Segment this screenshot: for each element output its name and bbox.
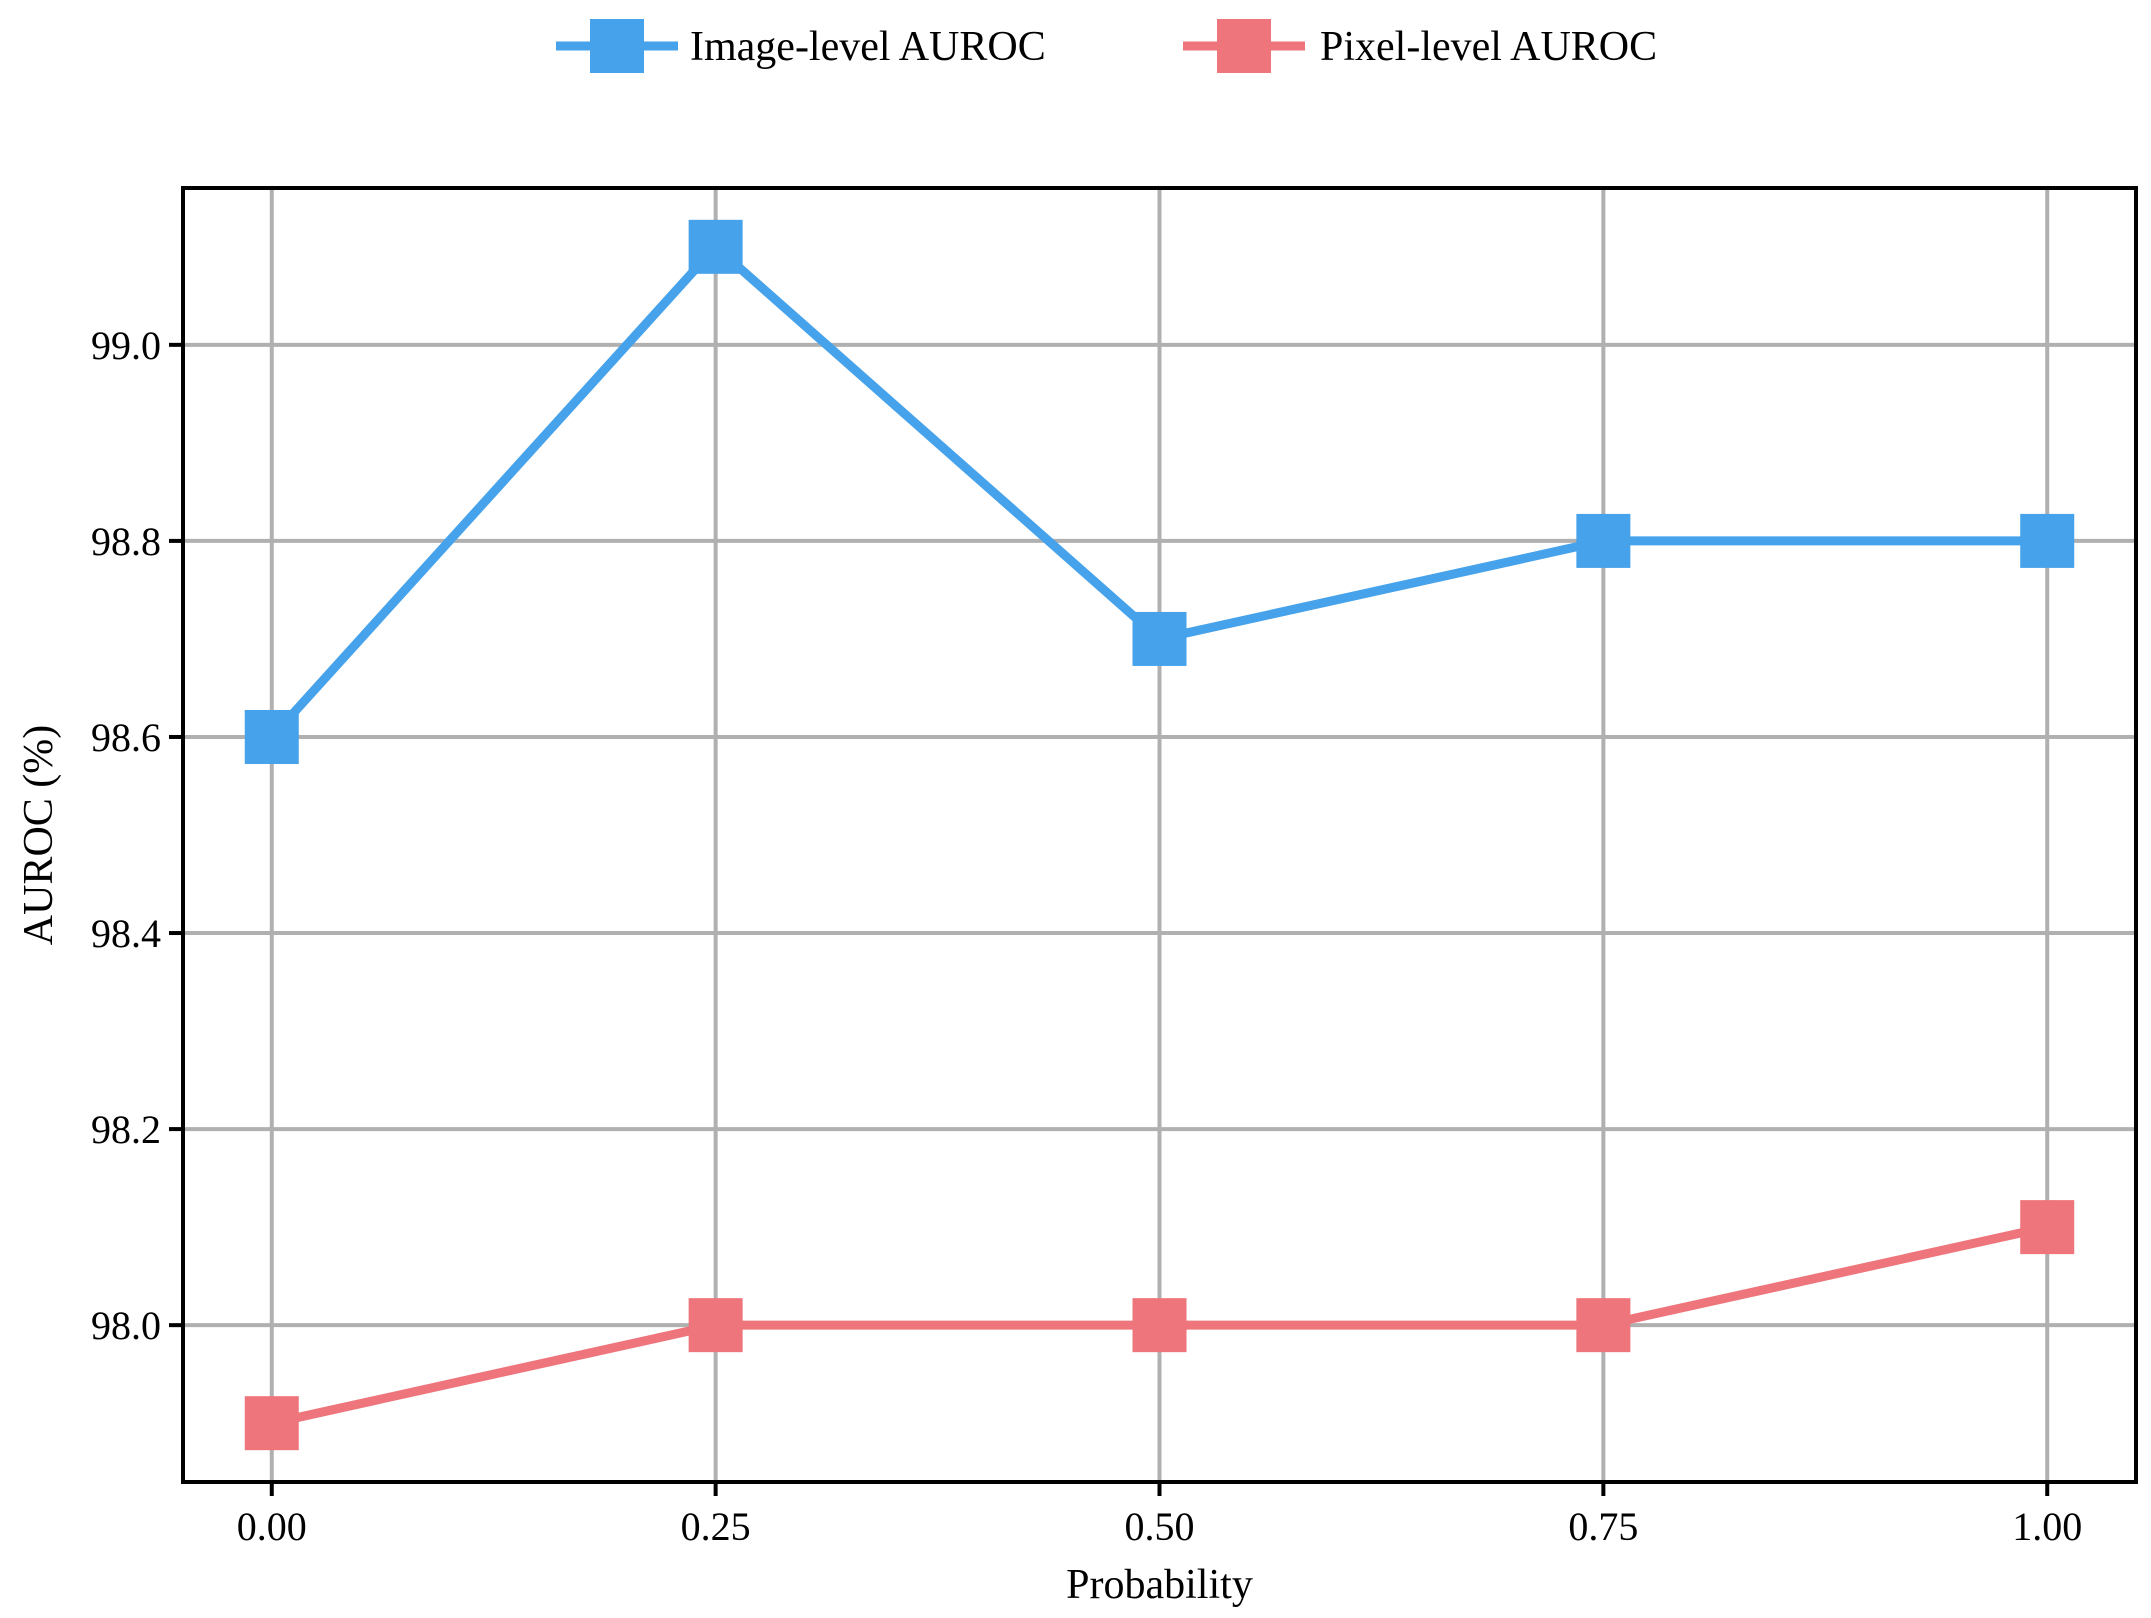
- series-2-point: [244, 1396, 299, 1451]
- x-tick-label: 0.50: [1125, 1504, 1195, 1549]
- legend: Image-level AUROC Pixel-level AUROC: [556, 19, 1657, 73]
- series-2-point: [1576, 1298, 1631, 1353]
- series-2-point: [688, 1298, 743, 1353]
- series-1-point: [688, 219, 743, 274]
- legend-marker-2: [1217, 19, 1271, 73]
- y-tick-label: 98.8: [91, 519, 161, 564]
- y-tick-label: 99.0: [91, 323, 161, 368]
- ticks: 0.00 0.25 0.50 0.75 1.00 98.0 98.2 98.4 98.6 98.8…: [91, 323, 2082, 1549]
- x-tick-label: 1.00: [2012, 1504, 2082, 1549]
- y-tick-label: 98.6: [91, 715, 161, 760]
- x-axis-label: Probability: [1066, 1562, 1253, 1608]
- gridlines: [183, 188, 2136, 1482]
- series-1-point: [1576, 513, 1631, 568]
- legend-label-2: Pixel-level AUROC: [1320, 24, 1657, 70]
- series-1-point: [1132, 611, 1187, 666]
- series-2-point: [2020, 1200, 2075, 1255]
- legend-label-1: Image-level AUROC: [690, 24, 1046, 70]
- y-tick-label: 98.4: [91, 911, 161, 956]
- series-1-point: [2020, 513, 2075, 568]
- x-tick-label: 0.00: [237, 1504, 307, 1549]
- y-tick-label: 98.0: [91, 1303, 161, 1348]
- series-1-point: [244, 709, 299, 764]
- legend-marker-1: [590, 19, 644, 73]
- series-2-point: [1132, 1298, 1187, 1353]
- x-tick-label: 0.25: [681, 1504, 751, 1549]
- x-tick-label: 0.75: [1568, 1504, 1638, 1549]
- series-layer: [244, 219, 2075, 1451]
- y-tick-label: 98.2: [91, 1107, 161, 1152]
- y-axis-label: AUROC (%): [16, 725, 62, 945]
